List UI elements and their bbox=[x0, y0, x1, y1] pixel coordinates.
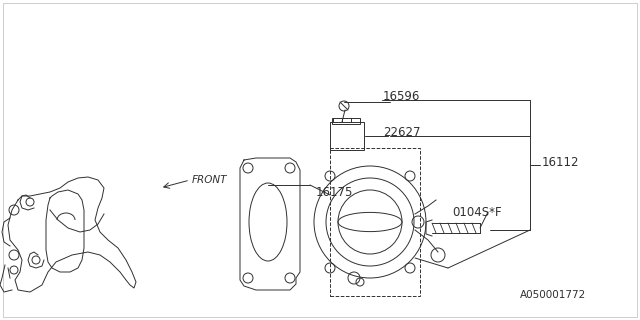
Text: 16175: 16175 bbox=[316, 186, 353, 198]
Bar bbox=[330, 122, 364, 150]
Bar bbox=[330, 148, 420, 296]
Text: 22627: 22627 bbox=[383, 126, 420, 140]
Text: A050001772: A050001772 bbox=[520, 290, 586, 300]
Text: 0104S*F: 0104S*F bbox=[452, 205, 502, 219]
Text: 16112: 16112 bbox=[542, 156, 579, 169]
Text: FRONT: FRONT bbox=[192, 175, 227, 185]
Text: 16596: 16596 bbox=[383, 91, 420, 103]
Bar bbox=[332, 118, 360, 124]
